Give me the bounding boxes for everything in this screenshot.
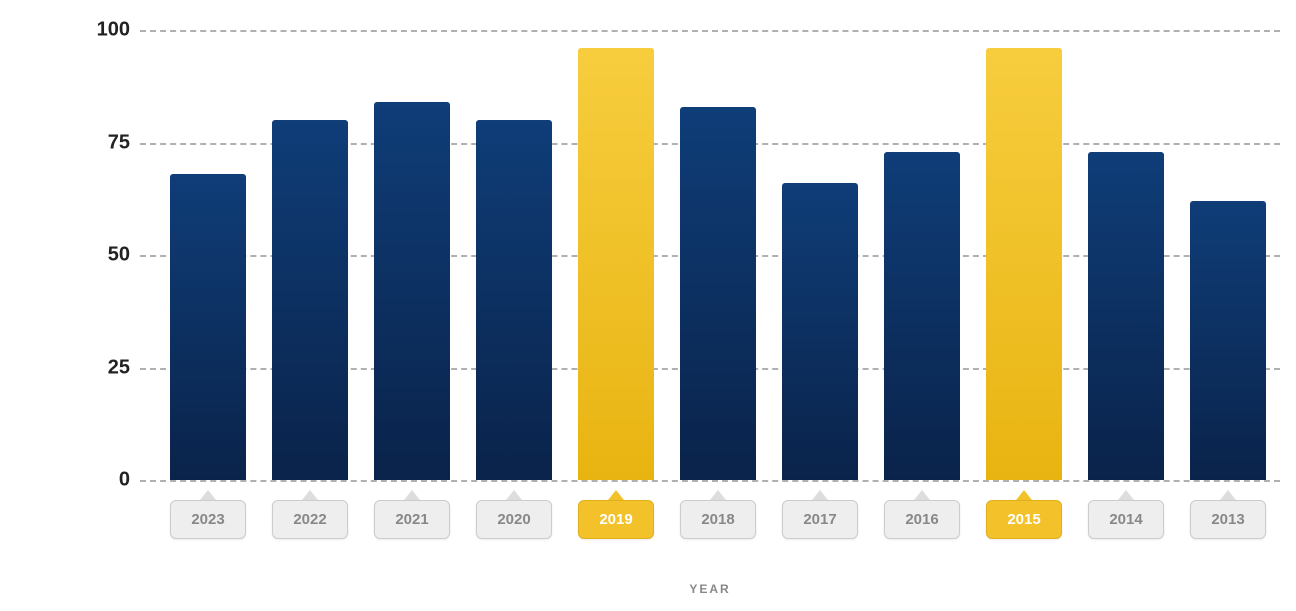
x-tick-arrow [812,490,828,500]
x-tick-2015[interactable]: 2015 [986,490,1062,539]
x-tick-2020[interactable]: 2020 [476,490,552,539]
x-tick-arrow [302,490,318,500]
y-tick-label: 75 [60,131,130,154]
x-tick-label: 2016 [884,500,960,539]
x-tick-label: 2023 [170,500,246,539]
bar-2016[interactable] [884,152,960,481]
x-axis-title: YEAR [140,582,1280,596]
x-tick-arrow [914,490,930,500]
x-tick-arrow [1220,490,1236,500]
x-tick-2018[interactable]: 2018 [680,490,756,539]
x-tick-label: 2021 [374,500,450,539]
bar-2017[interactable] [782,183,858,480]
bar-chart: 0255075100 20232022202120202019201820172… [0,0,1296,611]
x-tick-arrow [506,490,522,500]
x-tick-label: 2022 [272,500,348,539]
y-tick-label: 25 [60,356,130,379]
x-tick-2022[interactable]: 2022 [272,490,348,539]
x-tick-label: 2013 [1190,500,1266,539]
x-tick-label: 2014 [1088,500,1164,539]
x-axis: 2023 2022 2021 2020 2019 2018 2017 2016 2015 2014… [140,490,1280,570]
x-tick-2017[interactable]: 2017 [782,490,858,539]
x-tick-label: 2015 [986,500,1062,539]
y-tick-label: 100 [60,19,130,42]
x-tick-arrow [404,490,420,500]
plot-area [140,30,1280,480]
bars-container [140,30,1280,480]
bar-2018[interactable] [680,107,756,481]
x-tick-2016[interactable]: 2016 [884,490,960,539]
x-tick-2021[interactable]: 2021 [374,490,450,539]
bar-2019[interactable] [578,48,654,480]
x-tick-arrow [710,490,726,500]
y-tick-label: 50 [60,244,130,267]
bar-2014[interactable] [1088,152,1164,481]
x-tick-label: 2020 [476,500,552,539]
x-tick-label: 2017 [782,500,858,539]
gridline [140,480,1280,482]
x-tick-label: 2018 [680,500,756,539]
x-tick-2023[interactable]: 2023 [170,490,246,539]
x-tick-2019[interactable]: 2019 [578,490,654,539]
x-tick-arrow [608,490,624,500]
x-tick-2013[interactable]: 2013 [1190,490,1266,539]
x-tick-arrow [1016,490,1032,500]
y-tick-label: 0 [60,469,130,492]
x-tick-arrow [1118,490,1134,500]
bar-2015[interactable] [986,48,1062,480]
bar-2013[interactable] [1190,201,1266,480]
bar-2023[interactable] [170,174,246,480]
bar-2022[interactable] [272,120,348,480]
x-tick-arrow [200,490,216,500]
x-tick-2014[interactable]: 2014 [1088,490,1164,539]
x-tick-label: 2019 [578,500,654,539]
bar-2021[interactable] [374,102,450,480]
bar-2020[interactable] [476,120,552,480]
